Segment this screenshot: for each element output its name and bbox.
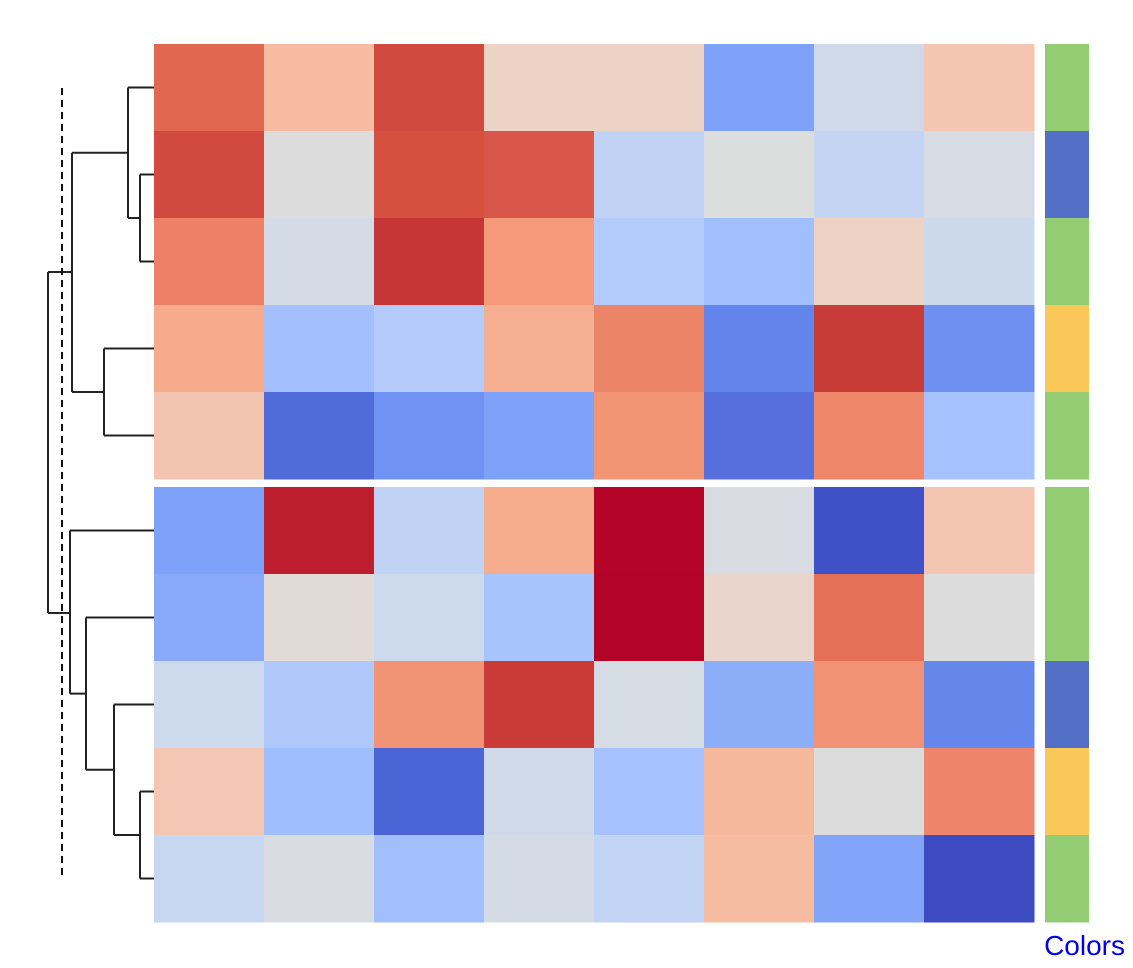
heatmap-cell-r6-c1: [154, 487, 265, 575]
heatmap-cell-r9-c7: [814, 748, 925, 836]
heatmap-cell-r1-c5: [594, 44, 705, 132]
colors-label: Colors: [1044, 930, 1125, 961]
heatmap-cell-r3-c8: [924, 218, 1035, 306]
heatmap-cell-r8-c5: [594, 661, 705, 749]
heatmap-cell-r2-c3: [374, 131, 485, 219]
heatmap-cell-r10-c8: [924, 835, 1035, 923]
heatmap-cell-r2-c5: [594, 131, 705, 219]
heatmap-cell-r1-c2: [264, 44, 375, 132]
heatmap-cell-r6-c7: [814, 487, 925, 575]
heatmap-cell-r7-c5: [594, 574, 705, 662]
heatmap-cell-r4-c4: [484, 305, 595, 393]
heatmap-cell-r1-c8: [924, 44, 1035, 132]
heatmap-cell-r10-c2: [264, 835, 375, 923]
heatmap-cell-r5-c3: [374, 392, 485, 480]
heatmap-cell-r8-c3: [374, 661, 485, 749]
row-color-8: [1045, 661, 1089, 749]
heatmap-cell-r3-c5: [594, 218, 705, 306]
heatmap-cell-r4-c3: [374, 305, 485, 393]
heatmap-cell-r9-c2: [264, 748, 375, 836]
heatmap-cell-r8-c1: [154, 661, 265, 749]
heatmap-cell-r6-c6: [704, 487, 815, 575]
heatmap-cell-r9-c4: [484, 748, 595, 836]
heatmap-cell-r8-c8: [924, 661, 1035, 749]
heatmap-cell-r10-c7: [814, 835, 925, 923]
row-color-9: [1045, 748, 1089, 836]
heatmap-cell-r3-c7: [814, 218, 925, 306]
row-color-2: [1045, 131, 1089, 219]
heatmap-cell-r2-c1: [154, 131, 265, 219]
heatmap-cell-r8-c6: [704, 661, 815, 749]
row-color-6: [1045, 487, 1089, 575]
heatmap-cell-r6-c3: [374, 487, 485, 575]
heatmap-cell-r9-c3: [374, 748, 485, 836]
heatmap-cell-r8-c4: [484, 661, 595, 749]
heatmap-cell-r4-c7: [814, 305, 925, 393]
heatmap-cell-r7-c3: [374, 574, 485, 662]
heatmap-cell-r9-c5: [594, 748, 705, 836]
heatmap-cell-r4-c8: [924, 305, 1035, 393]
heatmap-cell-r7-c6: [704, 574, 815, 662]
heatmap-cell-r5-c5: [594, 392, 705, 480]
heatmap-cell-r7-c1: [154, 574, 265, 662]
heatmap-cell-r10-c3: [374, 835, 485, 923]
heatmap-cell-r2-c2: [264, 131, 375, 219]
row-color-4: [1045, 305, 1089, 393]
heatmap-cell-r4-c5: [594, 305, 705, 393]
row-color-1: [1045, 44, 1089, 132]
heatmap-cell-r10-c6: [704, 835, 815, 923]
heatmap-cell-r10-c5: [594, 835, 705, 923]
row-color-5: [1045, 392, 1089, 480]
heatmap-cell-r3-c2: [264, 218, 375, 306]
heatmap-cell-r10-c1: [154, 835, 265, 923]
heatmap-cell-r10-c4: [484, 835, 595, 923]
heatmap-cell-r3-c1: [154, 218, 265, 306]
heatmap-cell-r6-c5: [594, 487, 705, 575]
heatmap-cells: [154, 44, 1035, 923]
heatmap-cell-r9-c1: [154, 748, 265, 836]
heatmap-cell-r6-c2: [264, 487, 375, 575]
heatmap-cell-r7-c7: [814, 574, 925, 662]
heatmap-cell-r1-c4: [484, 44, 595, 132]
heatmap-cell-r6-c8: [924, 487, 1035, 575]
row-dendrogram: [47, 86, 154, 880]
heatmap-cell-r4-c6: [704, 305, 815, 393]
heatmap-cell-r6-c4: [484, 487, 595, 575]
heatmap-cell-r2-c6: [704, 131, 815, 219]
heatmap-cell-r3-c6: [704, 218, 815, 306]
row-color-7: [1045, 574, 1089, 662]
row-color-strip: [1045, 44, 1089, 923]
heatmap-cell-r2-c7: [814, 131, 925, 219]
row-color-3: [1045, 218, 1089, 306]
heatmap-cell-r9-c8: [924, 748, 1035, 836]
heatmap-cell-r9-c6: [704, 748, 815, 836]
heatmap-cell-r3-c4: [484, 218, 595, 306]
heatmap-cell-r4-c1: [154, 305, 265, 393]
row-color-10: [1045, 835, 1089, 923]
heatmap-cell-r5-c6: [704, 392, 815, 480]
heatmap-cell-r8-c7: [814, 661, 925, 749]
heatmap-cell-r5-c7: [814, 392, 925, 480]
heatmap-cell-r4-c2: [264, 305, 375, 393]
heatmap-cell-r1-c3: [374, 44, 485, 132]
heatmap-cell-r3-c3: [374, 218, 485, 306]
heatmap-cell-r2-c4: [484, 131, 595, 219]
heatmap-cell-r5-c1: [154, 392, 265, 480]
heatmap-cell-r7-c4: [484, 574, 595, 662]
heatmap-cell-r1-c1: [154, 44, 265, 132]
heatmap-cell-r1-c7: [814, 44, 925, 132]
heatmap-cell-r7-c8: [924, 574, 1035, 662]
heatmap-cell-r7-c2: [264, 574, 375, 662]
heatmap-cell-r5-c8: [924, 392, 1035, 480]
heatmap-cell-r8-c2: [264, 661, 375, 749]
heatmap-cell-r5-c4: [484, 392, 595, 480]
heatmap-cell-r5-c2: [264, 392, 375, 480]
heatmap-cell-r1-c6: [704, 44, 815, 132]
heatmap-cell-r2-c8: [924, 131, 1035, 219]
